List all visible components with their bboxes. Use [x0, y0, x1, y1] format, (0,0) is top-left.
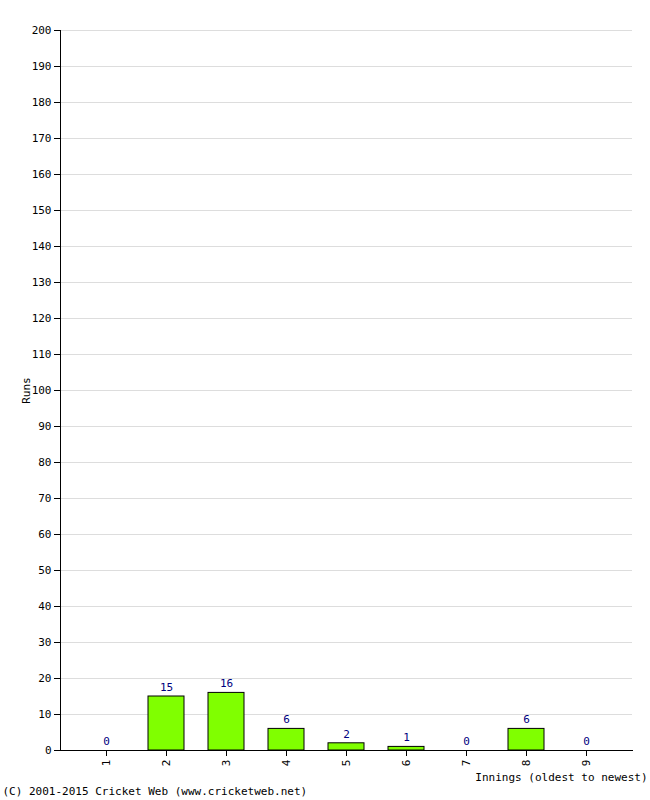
svg-text:0: 0: [103, 735, 110, 748]
svg-text:90: 90: [38, 420, 51, 433]
svg-text:Innings (oldest to newest): Innings (oldest to newest): [475, 771, 647, 784]
svg-text:Runs: Runs: [20, 377, 33, 404]
svg-text:3: 3: [220, 760, 233, 767]
svg-text:140: 140: [32, 240, 52, 253]
svg-text:80: 80: [38, 456, 51, 469]
svg-text:130: 130: [32, 276, 52, 289]
svg-text:5: 5: [340, 760, 353, 767]
svg-text:150: 150: [32, 204, 52, 217]
svg-text:15: 15: [160, 681, 173, 694]
svg-text:9: 9: [580, 760, 593, 767]
svg-text:2: 2: [343, 728, 350, 741]
svg-text:0: 0: [463, 735, 470, 748]
svg-text:6: 6: [400, 760, 413, 767]
svg-text:2: 2: [160, 760, 173, 767]
svg-text:6: 6: [283, 713, 290, 726]
svg-text:160: 160: [32, 168, 52, 181]
svg-text:0: 0: [583, 735, 590, 748]
svg-text:190: 190: [32, 60, 52, 73]
svg-text:60: 60: [38, 528, 51, 541]
svg-text:0: 0: [45, 744, 52, 757]
svg-text:50: 50: [38, 564, 51, 577]
svg-text:100: 100: [32, 384, 52, 397]
svg-text:170: 170: [32, 132, 52, 145]
svg-text:20: 20: [38, 672, 51, 685]
svg-text:6: 6: [523, 713, 530, 726]
svg-text:16: 16: [220, 677, 233, 690]
svg-text:180: 180: [32, 96, 52, 109]
svg-text:8: 8: [520, 760, 533, 767]
svg-text:7: 7: [460, 760, 473, 767]
svg-text:200: 200: [32, 24, 52, 37]
svg-text:10: 10: [38, 708, 51, 721]
svg-text:30: 30: [38, 636, 51, 649]
svg-text:40: 40: [38, 600, 51, 613]
svg-text:(C) 2001-2015 Cricket Web (www: (C) 2001-2015 Cricket Web (www.cricketwe…: [3, 785, 308, 798]
svg-text:110: 110: [32, 348, 52, 361]
svg-text:120: 120: [32, 312, 52, 325]
svg-text:70: 70: [38, 492, 51, 505]
svg-text:1: 1: [403, 731, 410, 744]
svg-text:4: 4: [280, 759, 293, 766]
svg-text:1: 1: [100, 760, 113, 767]
